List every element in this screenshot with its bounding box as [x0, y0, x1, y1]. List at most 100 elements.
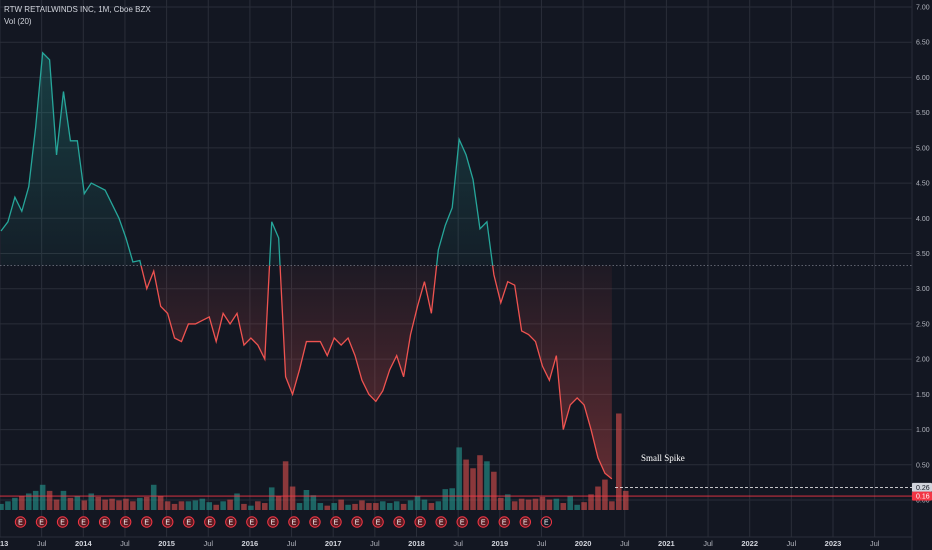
earnings-label: E: [165, 520, 170, 527]
earnings-circle: [498, 516, 510, 528]
earnings-marker[interactable]: E: [372, 516, 384, 528]
earnings-marker[interactable]: E: [393, 516, 405, 528]
volume-bar: [206, 502, 213, 510]
earnings-marker[interactable]: E: [498, 516, 510, 528]
time-axis[interactable]: 2013 Jul 2014 Jul 2015 Jul 2016 Jul 2017 Jul 2018 J…: [0, 536, 912, 548]
volume-bar: [574, 504, 580, 510]
volume-bar: [470, 468, 476, 510]
volume-bar: [67, 497, 74, 510]
earnings-marker[interactable]: E: [456, 516, 468, 528]
volume-bar: [393, 501, 400, 510]
earnings-marker[interactable]: E: [98, 516, 111, 528]
volume-ma-tag[interactable]: [912, 482, 932, 492]
price-tick-label: 6.00: [916, 75, 930, 82]
earnings-marker[interactable]: E: [519, 516, 531, 528]
volume-bar: [407, 500, 414, 510]
earnings-marker[interactable]: E: [35, 516, 48, 528]
volume-bar: [366, 503, 372, 510]
earnings-marker[interactable]: E: [14, 516, 27, 528]
volume-bar: [46, 490, 53, 510]
volume-bar: [588, 494, 594, 510]
time-tick-label: 2022: [741, 539, 758, 548]
price-tick-label: 2.00: [916, 357, 930, 364]
earnings-marker[interactable]: E: [162, 516, 174, 528]
earnings-marker[interactable]: E: [225, 516, 237, 528]
earnings-circle: [309, 516, 321, 528]
earnings-marker[interactable]: E: [267, 516, 279, 528]
volume-bar: [19, 496, 25, 510]
volume-bar: [60, 490, 67, 510]
time-tick-label: Jul: [620, 539, 630, 548]
chart-legend: RTW RETAILWINDS INC, 1M, Cboe BZX Vol (2…: [4, 4, 151, 28]
earnings-label: E: [355, 520, 360, 527]
earnings-circle: [456, 516, 468, 528]
volume-bar: [255, 501, 261, 510]
volume-bar: [220, 501, 226, 510]
volume-bar: [400, 503, 407, 510]
volume-bar: [414, 496, 421, 510]
volume-bar: [539, 496, 546, 510]
chart-extras: 0.26 0.16 Small Spike: [0, 265, 932, 501]
earnings-marker[interactable]: E: [141, 516, 153, 528]
time-tick-label: 2021: [658, 539, 675, 548]
volume-ma-tag-label: 0.26: [916, 485, 930, 492]
volume-bar: [53, 499, 60, 510]
volume-bar: [74, 496, 81, 510]
volume-indicator-label[interactable]: Vol (20): [4, 17, 32, 26]
time-tick-label: 2023: [825, 539, 842, 548]
volume-bar: [178, 501, 185, 510]
price-tick-label: 3.00: [916, 286, 930, 293]
volume-bar: [484, 461, 490, 510]
volume-bar: [262, 503, 268, 510]
earnings-circle: [204, 516, 216, 528]
earnings-label: E: [397, 520, 402, 527]
price-axis[interactable]: 7.00 6.50 6.00 5.50 5.00 4.50 4.00 3.50 3.00 2.50…: [911, 0, 930, 550]
volume-bar: [213, 504, 219, 510]
volume-bar: [581, 502, 587, 510]
earnings-marker[interactable]: E: [435, 516, 447, 528]
price-line: [0, 51, 613, 480]
earnings-marker[interactable]: E: [477, 516, 489, 528]
earnings-marker[interactable]: E: [309, 516, 321, 528]
small-spike-annotation[interactable]: Small Spike: [641, 453, 685, 463]
time-tick-label: 2017: [325, 539, 342, 548]
earnings-label: E: [18, 520, 23, 527]
volume-bar: [560, 503, 567, 510]
earnings-marker[interactable]: E: [204, 516, 216, 528]
grid-lines: [0, 0, 912, 537]
volume-bar: [595, 486, 601, 510]
volume-last-tag-label: 0.16: [916, 494, 930, 501]
earnings-marker[interactable]: E: [56, 516, 69, 528]
earnings-circle: [119, 516, 132, 528]
earnings-marker[interactable]: E: [183, 516, 195, 528]
earnings-marker[interactable]: E: [77, 516, 90, 528]
earnings-marker[interactable]: E: [288, 516, 300, 528]
earnings-marker[interactable]: E: [330, 516, 342, 528]
earnings-circle: [372, 516, 384, 528]
earnings-marker[interactable]: E: [119, 516, 132, 528]
earnings-marker[interactable]: E: [351, 516, 363, 528]
earnings-label: E: [60, 520, 65, 527]
earnings-circle: [435, 516, 447, 528]
earnings-label: E: [102, 520, 107, 527]
earnings-circle: [141, 516, 153, 528]
symbol-title[interactable]: RTW RETAILWINDS INC, 1M, Cboe BZX: [4, 5, 151, 14]
volume-bar: [95, 496, 101, 510]
earnings-label: E: [544, 520, 549, 527]
time-tick-label: Jul: [703, 539, 713, 548]
price-tick-label: 5.50: [916, 110, 930, 117]
volume-bar: [553, 498, 560, 510]
volume-bar: [192, 500, 199, 510]
earnings-circle: [393, 516, 405, 528]
earnings-marker[interactable]: E: [414, 516, 426, 528]
volume-bar: [109, 498, 115, 510]
earnings-marker[interactable]: E: [246, 516, 258, 528]
earnings-label: E: [292, 520, 297, 527]
volume-bar: [546, 499, 553, 510]
volume-last-tag[interactable]: [912, 491, 932, 501]
volume-bar: [248, 505, 254, 510]
earnings-marker[interactable]: E: [540, 516, 553, 528]
price-line-above-baseline: [0, 51, 494, 266]
